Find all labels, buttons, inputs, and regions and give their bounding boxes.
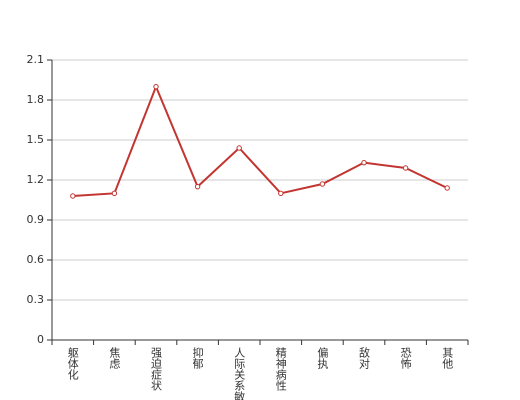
x-tick-label: 抑郁 xyxy=(191,346,204,369)
x-tick-label: 敌对 xyxy=(358,346,371,369)
point xyxy=(194,183,201,190)
x-tick-label: 人际关系敏感 xyxy=(233,347,246,400)
x-tick-label: 偏执 xyxy=(316,346,329,370)
point xyxy=(111,190,118,197)
point xyxy=(236,145,242,151)
x-tick-label: 强迫症状 xyxy=(150,347,163,391)
point xyxy=(361,159,367,166)
y-tick-label: 1.5 xyxy=(27,133,45,146)
point xyxy=(444,185,450,191)
x-tick-label: 躯体化 xyxy=(66,347,79,381)
point xyxy=(153,83,159,90)
point xyxy=(70,193,76,199)
point xyxy=(278,190,284,197)
x-tick-label: 其他 xyxy=(441,347,454,369)
point xyxy=(402,165,409,171)
x-tick-label: 恐怖 xyxy=(399,347,412,369)
y-tick-label: 1.2 xyxy=(27,173,45,186)
y-tick-label: 1.8 xyxy=(27,93,45,106)
line xyxy=(72,83,448,197)
y-tick-label: 0 xyxy=(37,333,44,346)
y-tick-label: 2.1 xyxy=(27,53,45,66)
point xyxy=(319,181,326,187)
y-tick-label: 0.9 xyxy=(27,213,45,226)
y-tick-label: 0.3 xyxy=(27,293,45,306)
x-tick-label: 精神病性 xyxy=(274,347,287,392)
x-tick-label: 焦虑 xyxy=(108,347,121,369)
y-tick-label: 0.6 xyxy=(27,253,45,266)
